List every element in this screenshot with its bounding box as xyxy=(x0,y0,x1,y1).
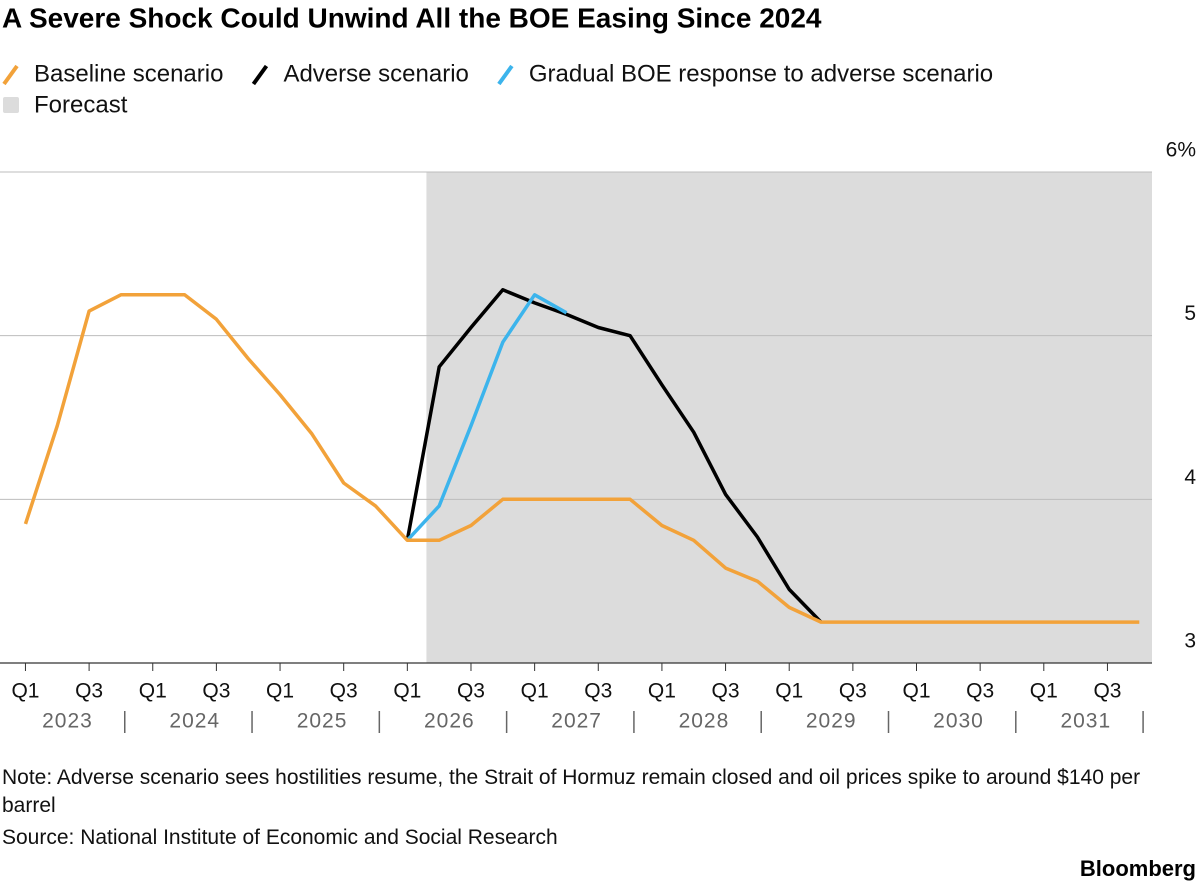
x-tick-label: Q1 xyxy=(648,680,676,703)
chart-title: A Severe Shock Could Unwind All the BOE … xyxy=(2,2,822,33)
y-tick-label: 4 xyxy=(1184,466,1196,489)
series-line xyxy=(406,293,568,542)
year-label: 2029 xyxy=(806,710,857,733)
legend-icon xyxy=(251,64,269,86)
legend-icon xyxy=(2,64,19,86)
year-label: 2028 xyxy=(679,710,730,733)
x-tick-label: Q3 xyxy=(839,680,867,703)
x-tick-label: Q3 xyxy=(966,680,994,703)
x-tick-label: Q3 xyxy=(75,680,103,703)
x-tick-label: Q1 xyxy=(139,680,167,703)
x-tick-label: Q1 xyxy=(11,680,39,703)
x-tick-label: Q1 xyxy=(266,680,294,703)
x-tick-label: Q1 xyxy=(903,680,931,703)
year-label: 2030 xyxy=(933,710,984,733)
legend-label: Adverse scenario xyxy=(283,60,468,87)
x-tick-label: Q1 xyxy=(521,680,549,703)
x-tick-label: Q1 xyxy=(393,680,421,703)
year-label: 2024 xyxy=(169,710,220,733)
series-line xyxy=(405,288,823,624)
y-tick-label: 3 xyxy=(1184,630,1196,653)
legend-label: Forecast xyxy=(34,91,128,118)
x-tick-label: Q1 xyxy=(775,680,803,703)
forecast-area xyxy=(426,172,1153,663)
year-label: 2023 xyxy=(42,710,93,733)
year-label: 2025 xyxy=(297,710,348,733)
legend-label: Baseline scenario xyxy=(34,60,223,87)
x-tick-label: Q1 xyxy=(1030,680,1058,703)
brand: Bloomberg xyxy=(1080,856,1196,881)
source: Source: National Institute of Economic a… xyxy=(2,826,558,849)
y-tick-label: 5 xyxy=(1184,302,1196,325)
year-label: 2026 xyxy=(424,710,475,733)
year-label: 2031 xyxy=(1060,710,1111,733)
x-tick-label: Q3 xyxy=(1093,680,1121,703)
year-label: 2027 xyxy=(551,710,602,733)
x-tick-label: Q3 xyxy=(712,680,740,703)
legend-label: Gradual BOE response to adverse scenario xyxy=(529,60,993,87)
x-tick-label: Q3 xyxy=(202,680,230,703)
legend-icon xyxy=(497,64,514,86)
y-tick-label: 6% xyxy=(1166,139,1196,162)
legend-swatch xyxy=(3,97,19,113)
series-line xyxy=(23,293,1140,624)
note: Note: Adverse scenario sees hostilities … xyxy=(2,766,1141,817)
x-tick-label: Q3 xyxy=(584,680,612,703)
x-tick-label: Q3 xyxy=(330,680,358,703)
x-tick-label: Q3 xyxy=(457,680,485,703)
